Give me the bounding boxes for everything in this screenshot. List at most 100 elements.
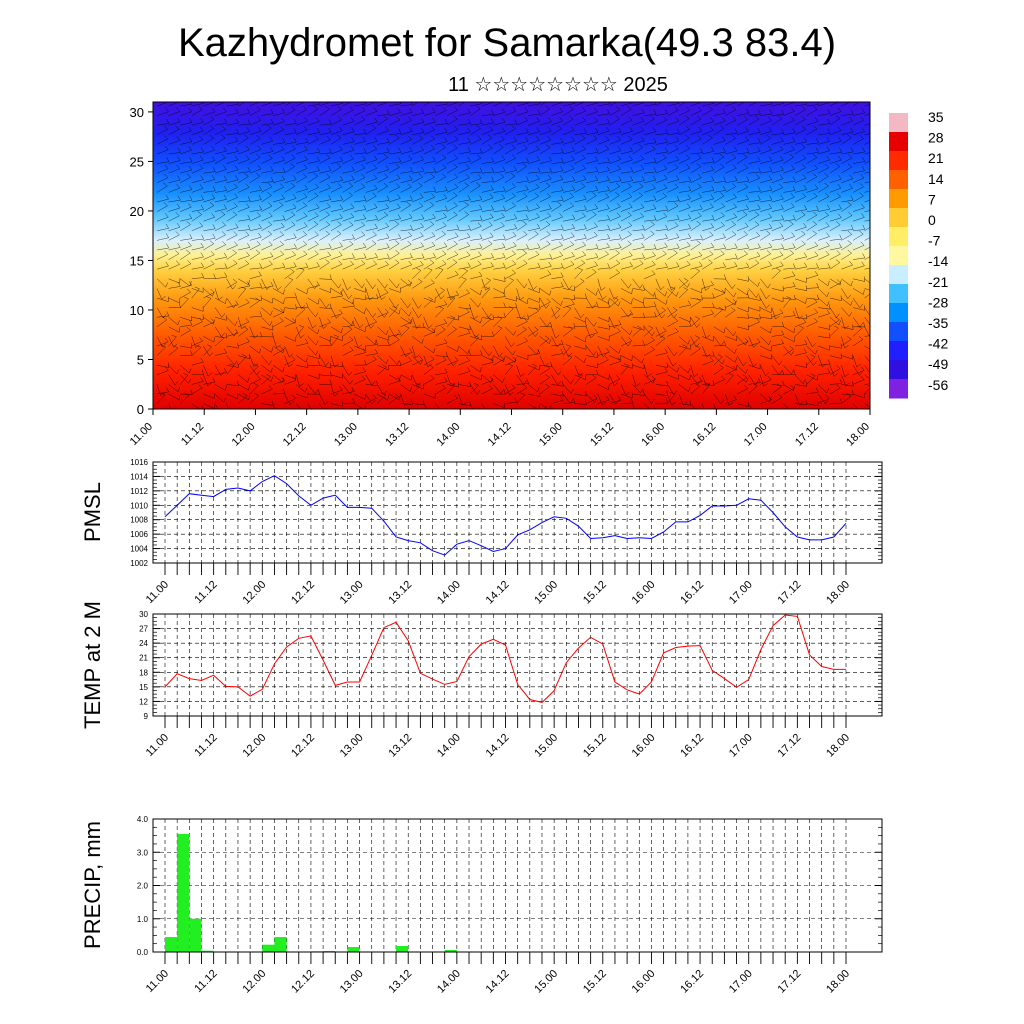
colorbar-label: -35	[928, 315, 948, 331]
colorbar-swatch	[889, 170, 908, 190]
colorbar-label: -21	[928, 274, 948, 290]
wind-barbs-layer	[156, 102, 870, 409]
x-tick-label: 16.12	[678, 732, 706, 760]
y-tick-label: 3.0	[137, 848, 149, 857]
x-tick-label: 15.00	[532, 968, 560, 996]
y-tick-label: 20	[130, 204, 144, 219]
colorbar-label: -28	[928, 294, 948, 310]
pmsl-panel: 1002 1004 1006 1008 1010 1012 1014 1016 11.00 11.…	[80, 458, 883, 607]
colorbar-label: -14	[928, 253, 948, 269]
precip-bar	[444, 950, 457, 952]
colorbar-label: -42	[928, 336, 948, 352]
x-tick-label: 12.00	[240, 579, 268, 607]
colorbar: 35 28 21 14 7 0 -7 -14 -21 -28 -35 -42 -49 -56	[889, 109, 948, 399]
x-tick-label: 17.12	[776, 968, 804, 996]
series-line	[164, 614, 846, 703]
colorbar-label: -56	[928, 377, 948, 393]
y-tick-label: 4.0	[137, 815, 149, 824]
colorbar-label: 35	[928, 109, 944, 125]
y-axis-label: PRECIP, mm	[80, 821, 105, 949]
x-tick-label: 16.12	[678, 579, 706, 607]
x-tick-label: 17.00	[727, 732, 755, 760]
colorbar-swatch	[889, 303, 908, 323]
colorbar-swatch	[889, 189, 908, 209]
x-tick-label: 16.00	[630, 579, 658, 607]
colorbar-label: 21	[928, 150, 944, 166]
colorbar-swatch	[889, 151, 908, 171]
x-tick-label: 11.12	[192, 968, 219, 995]
y-tick-label: 12	[139, 697, 148, 706]
colorbar-swatch	[889, 227, 908, 247]
colorbar-swatch	[889, 246, 908, 266]
y-tick-label: 18	[139, 668, 148, 677]
x-tick-label: 16.00	[630, 732, 658, 760]
panel-frame	[152, 818, 883, 953]
precip-bar	[396, 946, 409, 952]
precip-panel: 0.0 1.0 2.0 3.0 4.0 11.00 11.12 12.00 12.12 13.00…	[80, 815, 883, 996]
x-tick-label: 15.00	[537, 421, 565, 449]
y-axis-label: TEMP at 2 M	[80, 601, 105, 729]
x-tick-label: 13.00	[332, 421, 360, 449]
x-tick-label: 15.00	[532, 579, 560, 607]
colorbar-swatch	[889, 113, 908, 133]
colorbar-swatch	[889, 360, 908, 380]
colorbar-label: 7	[928, 191, 936, 207]
colorbar-label: 28	[928, 130, 944, 146]
x-tick-label: 18.00	[824, 579, 852, 607]
colorbar-label: -49	[928, 356, 948, 372]
x-tick-label: 11.00	[128, 421, 155, 448]
x-tick-label: 17.00	[727, 968, 755, 996]
y-tick-label: 1004	[130, 545, 148, 554]
series-line	[164, 475, 847, 556]
colorbar-swatch	[889, 322, 908, 342]
x-tick-label: 11.12	[179, 421, 206, 448]
x-tick-label: 13.00	[338, 732, 366, 760]
y-tick-label: 9	[144, 712, 149, 721]
chart-subtitle: 11 ☆☆☆☆☆☆☆☆ 2025	[448, 74, 668, 96]
temperature-cross-section: 0 5 10 15 20 25 30 11.00 11.12 12.00 12.12 13.00 13…	[128, 101, 872, 449]
x-tick-label: 17.12	[776, 732, 804, 760]
x-tick-label: 12.00	[240, 968, 268, 996]
x-tick-label: 16.12	[691, 421, 719, 449]
y-tick-label: 1.0	[137, 915, 149, 924]
precip-bar	[262, 944, 275, 952]
y-tick-label: 5	[137, 352, 144, 367]
y-tick-label: 30	[130, 105, 144, 120]
y-tick-label: 1014	[130, 472, 148, 481]
precip-bar	[274, 937, 287, 952]
x-tick-label: 15.12	[581, 579, 609, 607]
x-tick-label: 11.00	[144, 732, 171, 759]
x-tick-label: 14.12	[484, 579, 512, 607]
x-tick-label: 14.00	[435, 968, 463, 996]
x-tick-label: 13.12	[386, 968, 414, 996]
x-tick-label: 16.12	[678, 968, 706, 996]
colorbar-label: 14	[928, 171, 944, 187]
colorbar-label: -7	[928, 233, 941, 249]
x-tick-label: 14.00	[434, 421, 462, 449]
x-tick-label: 18.00	[844, 421, 872, 449]
x-tick-label: 13.12	[386, 579, 414, 607]
x-tick-label: 14.00	[435, 732, 463, 760]
y-tick-label: 1008	[130, 516, 148, 525]
colorbar-swatch	[889, 208, 908, 228]
x-tick-label: 17.00	[742, 421, 770, 449]
x-tick-label: 11.00	[144, 579, 171, 606]
y-tick-label: 21	[139, 654, 148, 663]
x-tick-label: 17.00	[727, 579, 755, 607]
y-axis-label: PMSL	[80, 482, 105, 542]
y-tick-label: 24	[139, 639, 148, 648]
x-tick-label: 15.12	[588, 421, 616, 449]
precip-bar	[189, 918, 202, 952]
x-tick-label: 16.00	[630, 968, 658, 996]
y-tick-label: 0	[137, 402, 144, 417]
x-tick-label: 12.00	[230, 421, 258, 449]
x-tick-label: 11.12	[192, 732, 219, 759]
x-tick-label: 15.12	[581, 732, 609, 760]
wind-barbs	[156, 102, 870, 409]
colorbar-swatch	[889, 265, 908, 285]
x-tick-label: 15.12	[581, 968, 609, 996]
cross-section-field	[153, 102, 870, 409]
x-tick-label: 14.12	[484, 968, 512, 996]
y-tick-label: 1016	[130, 458, 148, 467]
